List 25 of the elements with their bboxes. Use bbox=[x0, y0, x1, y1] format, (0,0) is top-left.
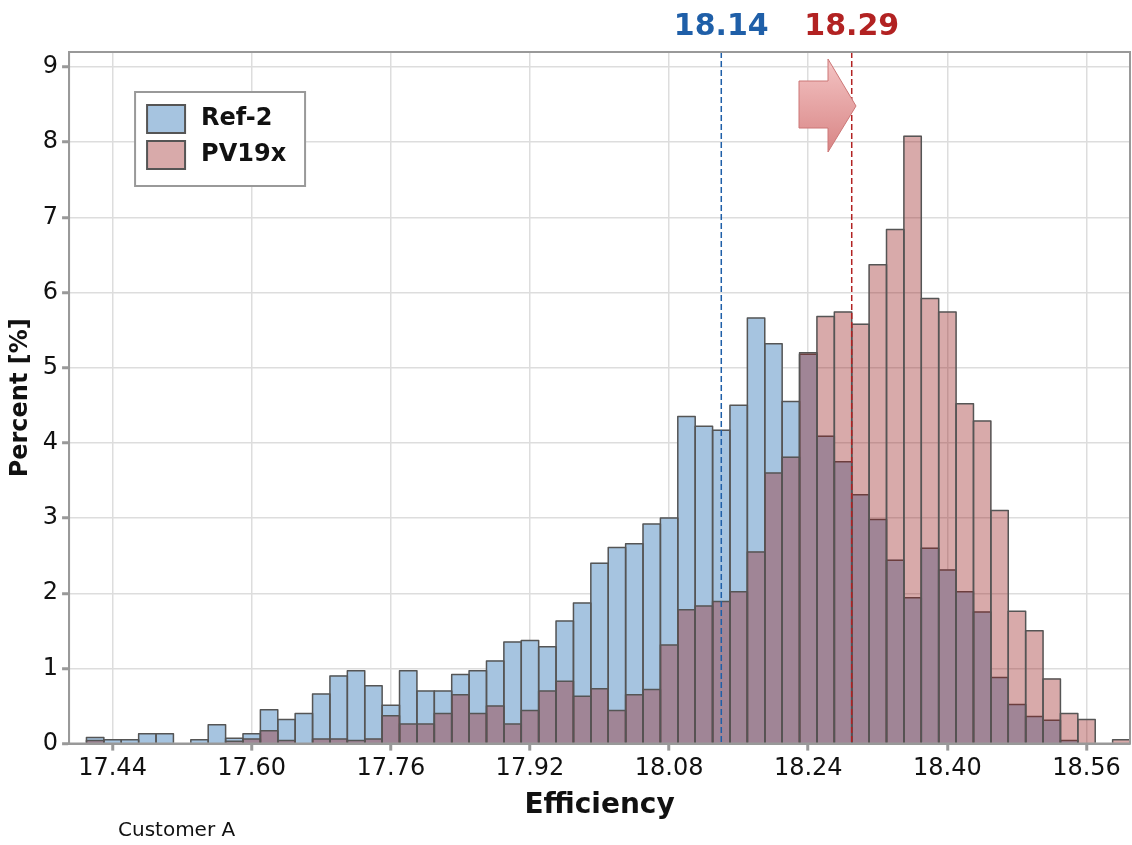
y-tick-label: 4 bbox=[42, 427, 59, 456]
x-tick-label: 18.56 bbox=[1052, 753, 1121, 782]
y-tick-label: 9 bbox=[42, 51, 59, 80]
x-tick-label: 17.92 bbox=[495, 753, 565, 782]
x-tick-label: 18.08 bbox=[634, 753, 704, 782]
text: Customer A bbox=[118, 817, 236, 842]
y-tick-label: 5 bbox=[42, 351, 59, 380]
legend-label: Ref-2 bbox=[201, 103, 273, 132]
y-tick-label: 7 bbox=[42, 201, 59, 230]
y-tick-label: 6 bbox=[42, 276, 59, 305]
x-tick-label: 17.44 bbox=[78, 753, 147, 782]
y-tick-label: 3 bbox=[42, 502, 59, 531]
y-tick-label: 2 bbox=[42, 577, 59, 606]
x-axis-title: Efficiency bbox=[524, 787, 675, 821]
x-tick-label: 18.40 bbox=[913, 753, 982, 782]
x-tick-label: 18.24 bbox=[773, 753, 843, 782]
y-tick-label: 8 bbox=[42, 126, 59, 155]
y-axis-title: Percent [%] bbox=[4, 318, 33, 478]
y-tick-label: 0 bbox=[42, 727, 59, 756]
ref-line-label: 18.29 bbox=[804, 6, 900, 42]
legend-label: PV19x bbox=[201, 139, 287, 168]
y-tick-label: 1 bbox=[42, 652, 59, 681]
ref-line-label: 18.14 bbox=[673, 6, 769, 42]
x-tick-label: 17.76 bbox=[356, 753, 426, 782]
x-tick-label: 17.60 bbox=[217, 753, 287, 782]
